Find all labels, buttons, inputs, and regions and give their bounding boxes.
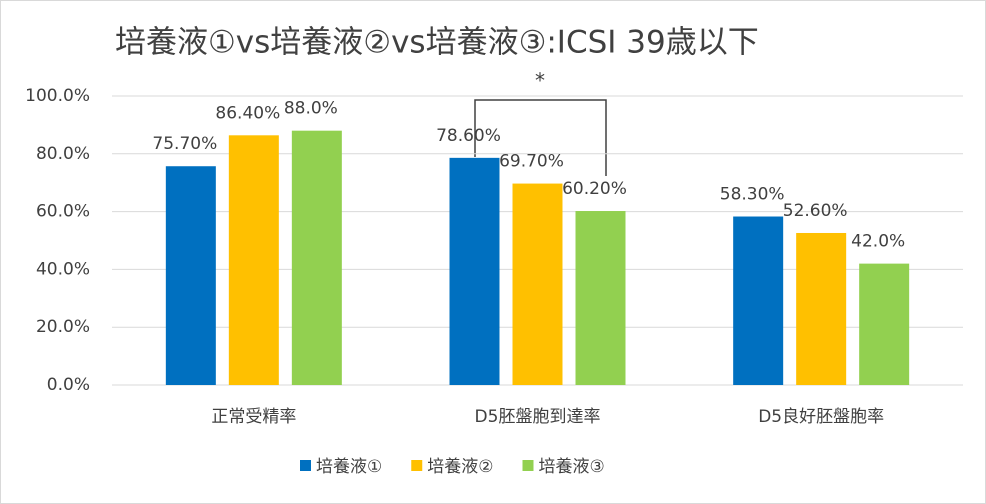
significance-bracket xyxy=(474,99,607,176)
legend-label: 培養液① xyxy=(316,457,382,477)
value-label: 69.70% xyxy=(499,152,564,172)
y-tick-label: 60.0% xyxy=(36,202,90,222)
bar xyxy=(796,232,847,385)
value-label: 78.60% xyxy=(436,126,501,146)
bar xyxy=(512,183,563,385)
y-tick-label: 100.0% xyxy=(25,86,90,106)
y-tick-label: 20.0% xyxy=(36,317,90,337)
bar xyxy=(859,263,910,385)
x-tick-label: D5良好胚盤胞率 xyxy=(758,407,884,427)
bar xyxy=(165,166,216,385)
bar xyxy=(575,211,626,385)
value-label: 58.30% xyxy=(720,185,785,205)
legend-label: 培養液② xyxy=(427,457,493,477)
chart-title: 培養液①vs培養液②vs培養液③:ICSI 39歳以下 xyxy=(115,25,759,61)
value-label: 42.0% xyxy=(851,232,905,252)
y-tick-label: 80.0% xyxy=(36,144,90,164)
x-tick-label: 正常受精率 xyxy=(211,407,296,427)
y-tick-label: 40.0% xyxy=(36,259,90,279)
bar xyxy=(291,130,342,385)
y-tick-label: 0.0% xyxy=(47,375,90,395)
legend-swatch xyxy=(300,460,311,471)
value-label: 60.20% xyxy=(562,179,627,199)
x-tick-label: D5胚盤胞到達率 xyxy=(475,407,601,427)
legend-label: 培養液③ xyxy=(539,457,605,477)
value-label: 52.60% xyxy=(783,201,848,221)
legend-swatch xyxy=(522,460,534,471)
value-label: 86.40% xyxy=(215,103,280,123)
value-label: 88.0% xyxy=(284,99,338,119)
bar xyxy=(449,157,500,385)
value-label: 75.70% xyxy=(152,134,217,154)
annotation: * xyxy=(535,69,545,93)
bar xyxy=(228,135,279,385)
legend-swatch xyxy=(411,460,423,471)
bar xyxy=(733,216,784,385)
